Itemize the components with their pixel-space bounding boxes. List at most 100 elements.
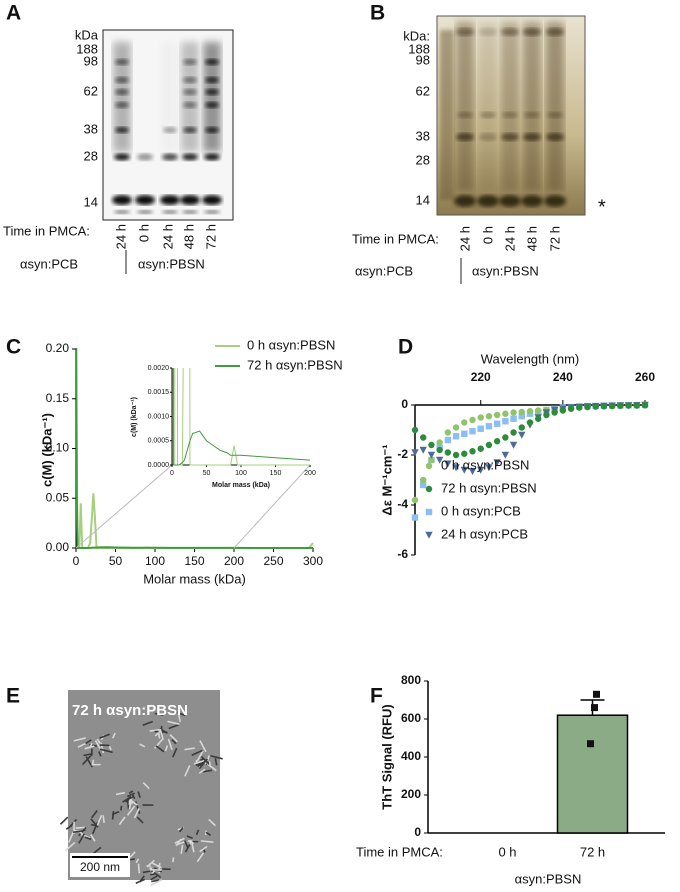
y-tick-label: 0.0000 (148, 462, 170, 469)
gel-band (457, 112, 473, 118)
point (576, 404, 583, 411)
gel-band (205, 77, 219, 83)
legend-swatch (425, 531, 433, 539)
legend-swatch (425, 462, 433, 470)
gel-band (204, 153, 220, 161)
micrograph-label: 72 h αsyn:PBSN (72, 702, 188, 719)
fibrils (59, 710, 223, 887)
fibril (184, 747, 195, 751)
gel-band (502, 112, 518, 118)
panel-letter: E (6, 685, 20, 708)
point (510, 429, 517, 436)
fibril (75, 826, 85, 829)
point (469, 448, 476, 455)
point (592, 403, 599, 410)
fibril (200, 840, 214, 843)
fibril (90, 834, 96, 842)
point (502, 410, 509, 417)
gel-smear (113, 42, 131, 152)
gel-band (456, 28, 474, 36)
row-label: Time in PMCA: (3, 223, 90, 238)
point (608, 402, 616, 410)
fibril (128, 790, 134, 795)
fibril (93, 846, 102, 855)
point (461, 450, 468, 457)
point (502, 418, 509, 425)
marker-label: 98 (416, 52, 430, 67)
lane-label: 0 h (136, 224, 151, 242)
fibril (187, 839, 195, 845)
fibril (130, 858, 135, 861)
point (510, 415, 517, 422)
fibril (146, 859, 155, 868)
gel-band (477, 195, 499, 207)
fibril (164, 745, 169, 752)
x-tick-label: 300 (303, 554, 323, 568)
gel-band (183, 89, 197, 95)
y-tick-label: 0.15 (46, 391, 70, 405)
group-label: αsyn:PCB (355, 263, 413, 278)
fibril (142, 782, 150, 790)
fibril (133, 807, 140, 819)
fibril (79, 831, 85, 836)
marker-label: 62 (84, 83, 98, 98)
point (559, 407, 567, 414)
x-tick-label: 240 (553, 370, 573, 384)
lane-label: 48 h (524, 226, 539, 251)
point (493, 438, 501, 445)
fibril (171, 747, 178, 758)
panel-letter: B (370, 2, 385, 25)
marker-label: 14 (416, 192, 430, 207)
fibril (99, 748, 113, 754)
fibril (168, 723, 180, 730)
fibril (149, 869, 162, 879)
x-tick-label: 0 h (498, 844, 516, 859)
gel-band (182, 210, 198, 214)
fibril (198, 768, 206, 774)
y-axis-title: ThT Signal (RFU) (379, 704, 394, 809)
group-label: αsyn:PCB (20, 256, 78, 271)
gel-band (205, 127, 219, 133)
gel-band (523, 28, 541, 36)
gel-band (546, 133, 564, 141)
point (567, 405, 575, 412)
legend-label: 0 h αsyn:PBSN (441, 457, 529, 472)
point (452, 451, 460, 459)
panel-letter: C (6, 336, 21, 359)
fibril (118, 816, 126, 826)
point (477, 466, 485, 474)
point (485, 441, 493, 449)
fibril (68, 831, 75, 843)
fibril (112, 732, 116, 739)
fibril (90, 818, 99, 828)
point (493, 411, 501, 419)
x-tick-label: 50 (109, 554, 123, 568)
asterisk: * (598, 196, 606, 218)
fibril (195, 829, 200, 836)
fibril (169, 734, 178, 743)
fibril (126, 805, 136, 816)
lane-label: 24 h (113, 224, 128, 249)
gel-smear (546, 22, 564, 192)
fibril (136, 816, 144, 824)
fibril (65, 841, 76, 852)
gel-band (162, 153, 178, 161)
gel-band (499, 195, 521, 207)
y-tick-label: 0.00 (46, 540, 70, 554)
point (411, 514, 419, 521)
lane-label: 72 h (203, 224, 218, 249)
fibril (167, 720, 180, 725)
x-tick-label: 150 (184, 554, 204, 568)
group-label: αsyn:PBSN (138, 256, 205, 271)
point (584, 403, 591, 411)
row-label: Time in PMCA: (356, 844, 443, 859)
scale-bar-label: 200 nm (80, 860, 120, 874)
fibril (139, 743, 146, 748)
series-line (172, 368, 310, 466)
gel-band (521, 195, 543, 207)
marker-label: 38 (84, 121, 98, 136)
legend-label: 24 h αsyn:PCB (441, 526, 528, 541)
gel-smear (479, 22, 497, 192)
gel-smear (203, 42, 221, 152)
